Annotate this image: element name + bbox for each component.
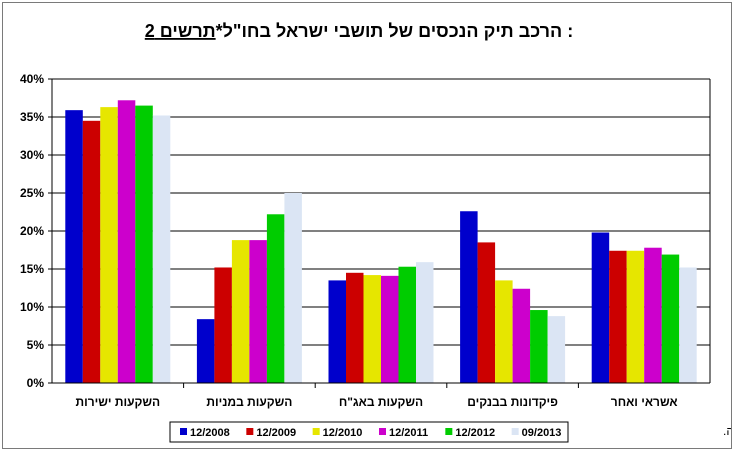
- x-tick-label: השקעות במניות: [206, 395, 292, 409]
- legend-swatch: [379, 428, 386, 435]
- bar: [495, 280, 513, 383]
- legend-swatch: [312, 428, 320, 435]
- legend-label: 09/2013: [522, 427, 562, 439]
- legend-swatch: [180, 428, 187, 435]
- chart-title: : הרכב תיק הנכסים של תושבי ישראל בחו"ל*ת…: [145, 21, 573, 41]
- legend-swatch: [445, 428, 453, 435]
- legend-label: 12/2012: [455, 427, 495, 439]
- bar: [477, 242, 496, 383]
- legend-label: 12/2011: [389, 427, 428, 439]
- bar: [152, 115, 171, 383]
- bars: [65, 100, 697, 384]
- y-tick-label: 30%: [20, 148, 44, 162]
- legend-box: [169, 421, 569, 443]
- bar: [65, 110, 83, 383]
- bar: [231, 240, 250, 383]
- y-axis: 0% 5% 10% 15% 20% 25% 30% 35% 40%: [20, 72, 711, 390]
- bar: [363, 275, 381, 383]
- x-tick-label: פיקדונות בבנקים: [467, 395, 558, 409]
- bar: [609, 250, 627, 383]
- bar: [416, 262, 434, 383]
- bar: [547, 316, 566, 383]
- y-tick-label: 15%: [20, 262, 44, 276]
- x-tick-label: אשראי ואחר: [611, 395, 678, 409]
- y-tick-label: 35%: [20, 110, 44, 124]
- y-tick-label: 5%: [27, 338, 45, 352]
- y-tick-label: 25%: [20, 186, 44, 200]
- bar: [661, 254, 680, 383]
- legend-label: 12/2009: [256, 427, 296, 439]
- x-axis-labels: השקעות ישירות השקעות במניות השקעות באג"ח פי…: [52, 382, 710, 409]
- bar: [530, 310, 548, 383]
- footnote: *לא כולל נכסי רזרבה.: [723, 424, 731, 438]
- bar-chart: : הרכב תיק הנכסים של תושבי ישראל בחו"ל*ת…: [20, 21, 731, 443]
- bar: [214, 267, 232, 383]
- bar: [82, 120, 101, 384]
- legend-swatch: [246, 428, 254, 435]
- legend: 12/2008 12/2009 12/2010 12/2011 12/2012 09/20…: [169, 421, 569, 443]
- chart-title-rest: : הרכב תיק הנכסים של תושבי ישראל בחו"ל*: [216, 21, 574, 41]
- bar: [346, 272, 364, 383]
- bar: [284, 193, 302, 383]
- y-tick-label: 40%: [20, 72, 44, 86]
- bar: [135, 105, 153, 383]
- chart-title-number: תרשים 2: [145, 21, 216, 41]
- bar: [398, 266, 416, 383]
- bar: [328, 280, 346, 383]
- legend-swatch: [511, 428, 519, 435]
- bar: [679, 267, 697, 383]
- bar: [591, 232, 610, 383]
- bar: [249, 240, 267, 383]
- y-tick-label: 0%: [27, 376, 45, 390]
- bar: [196, 319, 215, 383]
- legend-label: 12/2010: [323, 427, 363, 439]
- bar: [266, 214, 285, 383]
- x-tick-label: השקעות באג"ח: [339, 395, 423, 409]
- bar: [512, 288, 531, 383]
- legend-label: 12/2008: [190, 427, 230, 439]
- bar: [644, 247, 662, 383]
- y-tick-label: 20%: [20, 224, 44, 238]
- y-tick-label: 10%: [20, 300, 44, 314]
- x-tick-label: השקעות ישירות: [75, 395, 160, 409]
- bar: [117, 100, 136, 383]
- bar: [381, 275, 399, 383]
- bar: [100, 107, 118, 384]
- bar: [460, 211, 478, 383]
- bar: [626, 250, 645, 383]
